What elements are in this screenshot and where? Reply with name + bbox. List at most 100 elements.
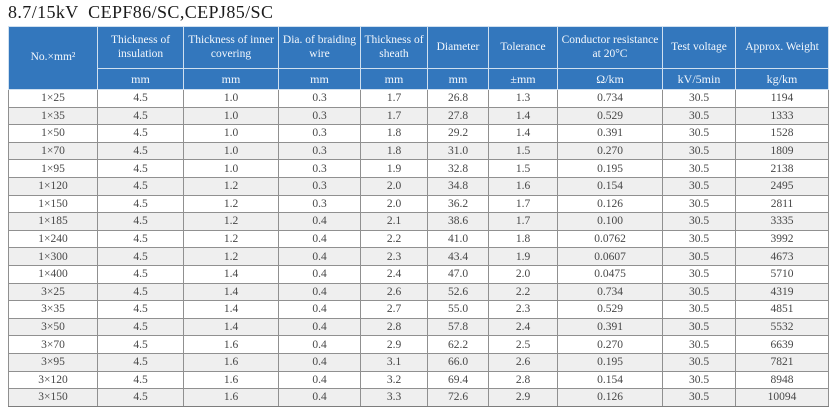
table-cell: 30.5 — [662, 124, 736, 143]
column-header-braiding-wire-dia: Dia. of braiding wire — [278, 26, 361, 69]
table-cell: 43.4 — [427, 247, 489, 266]
table-cell: 1.0 — [183, 159, 279, 178]
table-row: 1×25 4.5 1.0 0.3 1.7 26.8 1.3 0.734 30.5 1194 — [8, 89, 829, 108]
table-cell: 2.3 — [488, 300, 558, 319]
table-cell: 26.8 — [427, 89, 489, 108]
table-cell: 1.9 — [360, 159, 428, 178]
table-cell: 0.3 — [278, 159, 361, 178]
table-cell: 4.5 — [97, 89, 184, 108]
table-cell: 30.5 — [662, 370, 736, 390]
table-cell: 1.2 — [183, 212, 279, 231]
table-body: 1×25 4.5 1.0 0.3 1.7 26.8 1.3 0.734 30.5 1194 1×35… — [8, 89, 829, 407]
table-cell: 1.7 — [488, 194, 558, 214]
table-cell: 0.154 — [557, 176, 663, 196]
table-cell: 4.5 — [97, 212, 184, 231]
row-size-cell: 3×35 — [8, 300, 98, 319]
table-row: 3×70 4.5 1.6 0.4 2.9 62.2 2.5 0.270 30.5 6639 — [8, 335, 829, 354]
table-cell: 8948 — [735, 370, 829, 390]
table-header: No.×mm² Thickness of insulation Thicknes… — [8, 26, 829, 90]
table-cell: 4.5 — [97, 370, 184, 390]
table-cell: 1.3 — [488, 89, 558, 108]
table-cell: 66.0 — [427, 352, 489, 372]
table-cell: 4.5 — [97, 106, 184, 126]
table-cell: 2.9 — [488, 388, 558, 407]
table-row: 1×400 4.5 1.4 0.4 2.4 47.0 2.0 0.0475 30.5 5710 — [8, 264, 829, 284]
table-cell: 0.126 — [557, 388, 663, 407]
table-cell: 4.5 — [97, 264, 184, 284]
table-cell: 5532 — [735, 317, 829, 337]
table-row: 1×240 4.5 1.2 0.4 2.2 41.0 1.8 0.0762 30.5 3992 — [8, 229, 829, 249]
row-size-cell: 1×35 — [8, 106, 98, 126]
table-cell: 72.6 — [427, 388, 489, 407]
row-size-cell: 3×50 — [8, 317, 98, 337]
table-cell: 4.5 — [97, 124, 184, 143]
table-cell: 4673 — [735, 247, 829, 266]
table-cell: 1.4 — [183, 282, 279, 302]
table-cell: 32.8 — [427, 159, 489, 178]
table-cell: 30.5 — [662, 335, 736, 354]
table-cell: 1333 — [735, 106, 829, 126]
table-cell: 0.100 — [557, 212, 663, 231]
page-title: 8.7/15kV CEPF86/SC,CEPJ85/SC — [8, 2, 274, 22]
table-cell: 0.0607 — [557, 247, 663, 266]
table-cell: 5710 — [735, 264, 829, 284]
table-cell: 4.5 — [97, 317, 184, 337]
table-cell: 30.5 — [662, 247, 736, 266]
table-cell: 2.3 — [360, 247, 428, 266]
table-cell: 57.8 — [427, 317, 489, 337]
table-cell: 1.7 — [488, 212, 558, 231]
table-cell: 4.5 — [97, 282, 184, 302]
table-cell: 2.9 — [360, 335, 428, 354]
table-cell: 2.4 — [360, 264, 428, 284]
table-cell: 0.270 — [557, 141, 663, 161]
table-cell: 1.7 — [360, 106, 428, 126]
table-cell: 2.2 — [488, 282, 558, 302]
table-cell: 0.3 — [278, 141, 361, 161]
table-row: 3×150 4.5 1.6 0.4 3.3 72.6 2.9 0.126 30.5 10094 — [8, 388, 829, 407]
unit-diameter: mm — [427, 68, 489, 90]
table-cell: 2.0 — [360, 176, 428, 196]
table-cell: 3335 — [735, 212, 829, 231]
table-cell: 2.6 — [488, 352, 558, 372]
row-size-cell: 3×150 — [8, 388, 98, 407]
table-row: 3×95 4.5 1.6 0.4 3.1 66.0 2.6 0.195 30.5 7821 — [8, 352, 829, 372]
table-cell: 1.2 — [183, 229, 279, 249]
table-cell: 0.529 — [557, 300, 663, 319]
row-size-cell: 3×120 — [8, 370, 98, 390]
table-cell: 4.5 — [97, 194, 184, 214]
table-cell: 31.0 — [427, 141, 489, 161]
row-size-cell: 3×70 — [8, 335, 98, 354]
table-cell: 0.4 — [278, 282, 361, 302]
row-size-cell: 1×400 — [8, 264, 98, 284]
table-cell: 0.126 — [557, 194, 663, 214]
table-cell: 1.7 — [360, 89, 428, 108]
table-cell: 1.4 — [488, 124, 558, 143]
table-cell: 1.4 — [183, 317, 279, 337]
table-row: 3×50 4.5 1.4 0.4 2.8 57.8 2.4 0.391 30.5 5532 — [8, 317, 829, 337]
table-row: 1×95 4.5 1.0 0.3 1.9 32.8 1.5 0.195 30.5 2138 — [8, 159, 829, 178]
table-cell: 30.5 — [662, 352, 736, 372]
table-cell: 4.5 — [97, 159, 184, 178]
table-cell: 30.5 — [662, 264, 736, 284]
table-cell: 4.5 — [97, 176, 184, 196]
table-row: 3×35 4.5 1.4 0.4 2.7 55.0 2.3 0.529 30.5 4851 — [8, 300, 829, 319]
table-cell: 0.3 — [278, 106, 361, 126]
table-cell: 30.5 — [662, 229, 736, 249]
header-row: No.×mm² Thickness of insulation Thicknes… — [8, 26, 829, 90]
unit-test-voltage: kV/5min — [662, 68, 736, 90]
table-cell: 3.3 — [360, 388, 428, 407]
column-header-conductor-resistance: Conductor resistance at 20°C — [557, 26, 663, 69]
row-size-cell: 1×300 — [8, 247, 98, 266]
table-row: 1×185 4.5 1.2 0.4 2.1 38.6 1.7 0.100 30.5 3335 — [8, 212, 829, 231]
table-row: 1×50 4.5 1.0 0.3 1.8 29.2 1.4 0.391 30.5 1528 — [8, 124, 829, 143]
unit-weight: kg/km — [735, 68, 829, 90]
row-size-cell: 1×120 — [8, 176, 98, 196]
table-cell: 2.6 — [360, 282, 428, 302]
table-cell: 30.5 — [662, 194, 736, 214]
table-cell: 4.5 — [97, 388, 184, 407]
table-cell: 10094 — [735, 388, 829, 407]
table-cell: 1.6 — [183, 370, 279, 390]
table-cell: 2138 — [735, 159, 829, 178]
table-cell: 0.195 — [557, 159, 663, 178]
